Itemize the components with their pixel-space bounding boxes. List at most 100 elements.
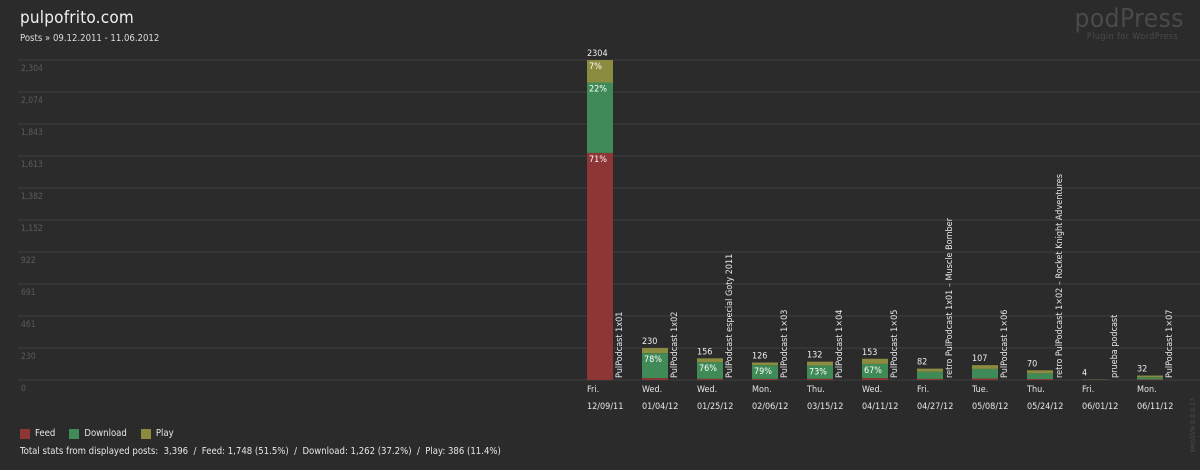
legend-item-feed: Feed	[20, 428, 55, 439]
bar-segment-play	[807, 361, 833, 366]
bar-segment-feed	[972, 378, 998, 380]
x-day-label: Fri.	[1082, 385, 1094, 395]
bar-segment-download	[1027, 373, 1053, 380]
legend-download-label: Download	[84, 428, 127, 439]
bar-segment-play	[1137, 375, 1163, 378]
bar-total-label: 132	[807, 351, 822, 361]
bar-segment-play	[917, 368, 943, 372]
bar-percent-label: 71%	[589, 155, 607, 165]
y-tick-label: 230	[21, 352, 36, 362]
feed-swatch	[20, 428, 30, 439]
bar-segment-feed	[862, 378, 888, 380]
y-tick-label: 2,304	[21, 64, 43, 74]
y-tick-label: 1,382	[21, 192, 43, 202]
x-date-label: 12/09/11	[587, 402, 623, 412]
x-date-label: 02/06/12	[752, 402, 788, 412]
x-date-label: 04/11/12	[862, 402, 898, 412]
post-title-label: prueba podcast	[1110, 315, 1120, 378]
post-title-label: PulPodcast especial Goty 2011	[725, 254, 735, 378]
bar-percent-label: 67%	[864, 366, 882, 376]
play-swatch	[140, 428, 151, 439]
legend-play-label: Play	[155, 428, 174, 439]
bar-percent-label: 76%	[699, 364, 717, 374]
bar-segment-play	[1027, 370, 1053, 374]
bar-percent-label: 7%	[589, 62, 602, 72]
x-date-label: 04/27/12	[917, 402, 953, 412]
y-tick-label: 2,074	[21, 96, 43, 106]
y-tick-label: 0	[21, 384, 26, 394]
bar-segment-feed	[697, 378, 723, 380]
x-date-label: 06/11/12	[1137, 402, 1173, 412]
bar-total-label: 2304	[587, 49, 608, 59]
bar-segment-download	[917, 371, 943, 379]
bar-total-label: 32	[1137, 365, 1147, 375]
post-title-label: retro PulPodcast 1x01 – Muscle Bomber	[945, 217, 955, 378]
x-day-label: Tue.	[971, 385, 988, 395]
y-tick-label: 1,843	[21, 128, 43, 138]
bar-segment-play	[697, 358, 723, 363]
bar-percent-label: 22%	[589, 85, 607, 95]
y-tick-label: 922	[21, 256, 36, 266]
x-day-label: Fri.	[917, 385, 929, 395]
bar-segment-download	[807, 365, 833, 379]
bar-segment-download	[587, 82, 613, 153]
bar-segment-download	[1137, 377, 1163, 380]
x-day-label: Thu.	[806, 385, 825, 395]
download-swatch	[69, 428, 80, 439]
x-date-label: 01/25/12	[697, 402, 733, 412]
x-day-label: Wed.	[862, 385, 882, 395]
x-date-label: 05/08/12	[972, 402, 1008, 412]
bar-percent-label: 79%	[754, 367, 772, 377]
podpress-tagline: Plugin for WordPress	[1086, 32, 1178, 42]
totals-summary: Total stats from displayed posts: 3,396 …	[20, 446, 501, 457]
post-title-label: retro PulPodcast 1×02 – Rocket Knight Ad…	[1055, 174, 1065, 378]
x-day-label: Thu.	[1026, 385, 1045, 395]
bar-segment-feed	[1027, 379, 1053, 380]
bar-total-label: 153	[862, 348, 877, 358]
post-title-label: PulPodcast 1×03	[780, 310, 790, 378]
downloads-chart: 0 230 461 691 922 1,152 1,382 1,613 1,843 2,074 2,…	[18, 49, 1200, 412]
chart-legend: Feed Download Play	[20, 428, 174, 439]
bar-total-label: 126	[752, 352, 767, 362]
y-tick-label: 1,152	[21, 224, 43, 234]
post-title-label: PulPodcast 1×05	[890, 310, 900, 378]
bar-total-label: 107	[972, 354, 987, 364]
bar-segment-play	[752, 362, 778, 366]
bar-total-label: 70	[1027, 359, 1037, 369]
bar-total-label: 82	[917, 358, 927, 368]
bar-segment-feed	[807, 378, 833, 380]
x-date-label: 03/15/12	[807, 402, 843, 412]
bar-segment-play	[862, 358, 888, 364]
podpress-logo: podPress	[1074, 4, 1184, 34]
bar-segment-play	[642, 348, 668, 354]
bar-segment-play	[587, 60, 613, 83]
bar-total-label: 156	[697, 347, 712, 357]
bar-segment-download	[862, 363, 888, 379]
bar-percent-label: 78%	[644, 355, 662, 365]
chart-bars	[587, 60, 1163, 380]
legend-feed-label: Feed	[35, 428, 56, 439]
bar-segment-download	[697, 362, 723, 379]
post-title-label: PulPodcast 1×06	[1000, 310, 1010, 378]
site-title: pulpofrito.com	[20, 8, 135, 28]
legend-item-play: Play	[140, 428, 174, 439]
bar-total-label: 230	[642, 337, 657, 347]
bar-segment-download	[642, 353, 668, 379]
post-title-label: PulPodcast 1x02	[670, 312, 680, 378]
x-day-label: Fri.	[587, 385, 599, 395]
x-date-label: 01/04/12	[642, 402, 678, 412]
bar-segment-play	[972, 365, 998, 369]
date-range-subtitle: Posts » 09.12.2011 - 11.06.2012	[20, 33, 160, 44]
legend-item-download: Download	[69, 428, 127, 439]
version-watermark: WebSVN 8.8.8.17	[1189, 398, 1197, 453]
x-day-label: Wed.	[697, 385, 717, 395]
x-date-label: 05/24/12	[1027, 402, 1063, 412]
x-date-label: 06/01/12	[1082, 402, 1118, 412]
bar-segment-download	[752, 365, 778, 379]
bar-segment-feed	[1137, 379, 1163, 380]
x-day-label: Mon.	[1137, 385, 1157, 395]
x-day-label: Wed.	[642, 385, 662, 395]
bar-segment-feed	[752, 378, 778, 380]
bar-segment-feed	[642, 378, 668, 380]
